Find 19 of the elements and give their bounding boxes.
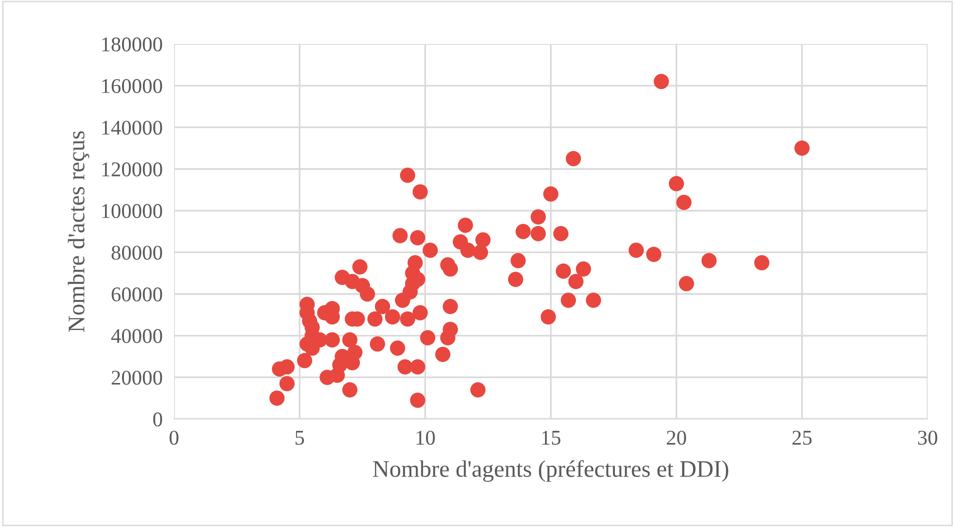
y-tick-label: 120000 (102, 162, 162, 176)
y-tick-label: 20000 (112, 370, 162, 385)
x-tick-label: 30 (918, 430, 938, 445)
y-tick-label: 100000 (102, 204, 162, 218)
x-tick-label: 25 (792, 430, 812, 445)
x-tick-label: 5 (296, 430, 304, 445)
x-tick-label: 10 (416, 430, 435, 445)
x-tick-label: 0 (170, 430, 178, 445)
x-tick-label: 20 (666, 430, 686, 445)
y-tick-label: 0 (153, 412, 162, 426)
y-tick-label: 80000 (112, 246, 162, 260)
y-axis-title: Nombre d'actes reçus (68, 131, 90, 332)
y-tick-label: 180000 (102, 37, 162, 52)
y-tick-label: 160000 (102, 79, 162, 94)
y-tick-label: 40000 (111, 329, 162, 344)
y-tick-label: 140000 (102, 120, 162, 135)
x-tick-label: 15 (542, 430, 560, 445)
x-axis-title: Nombre d'agents (préfectures et DDI) (372, 460, 728, 482)
y-tick-label: 60000 (112, 287, 162, 302)
